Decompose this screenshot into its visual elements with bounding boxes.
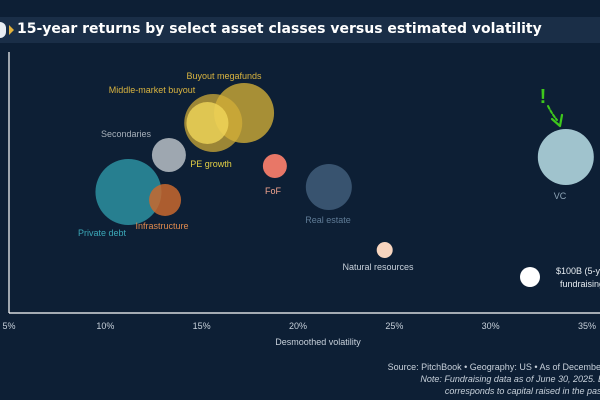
legend-bubble (520, 267, 540, 287)
annotation-dashed-line (547, 105, 558, 121)
footnote-line-1: Note: Fundraising data as of June 30, 20… (420, 374, 600, 384)
label-buyout-megafunds: Buyout megafunds (186, 71, 262, 81)
x-tick-label: 25% (385, 321, 403, 331)
x-tick-label: 30% (482, 321, 500, 331)
legend-label-line2: fundraising (560, 279, 600, 289)
bubble-fof (262, 154, 287, 178)
source-note: Source: PitchBook • Geography: US • As o… (387, 362, 600, 372)
annotation-exclamation: ! (540, 86, 547, 108)
x-tick-label: 35% (578, 321, 596, 331)
label-natural-resources: Natural resources (342, 262, 414, 272)
bubble-vc (537, 129, 594, 185)
footnote-line-2: corresponds to capital raised in the pas… (444, 386, 600, 396)
label-fof: FoF (265, 186, 282, 196)
label-infrastructure: Infrastructure (135, 221, 188, 231)
label-secondaries: Secondaries (101, 129, 152, 139)
legend-label-line1: $100B (5-ye (556, 266, 600, 276)
label-real-estate: Real estate (305, 215, 351, 225)
header-arrow-icon (9, 25, 14, 35)
bubble-secondaries (151, 138, 186, 172)
header-bar: 15-year returns by select asset classes … (0, 17, 600, 43)
header-marker (0, 22, 6, 38)
bubble-private-debt (95, 159, 162, 225)
annotation-arrow-head (550, 113, 564, 128)
bubble-infrastructure (149, 184, 182, 216)
x-axis-label: Desmoothed volatility (275, 337, 361, 347)
label-vc: VC (554, 191, 567, 201)
x-tick-label: 5% (2, 321, 15, 331)
bubble-real-estate (305, 164, 352, 210)
bubble-natural-resources (376, 242, 393, 258)
label-middle-market-buyout: Middle-market buyout (109, 85, 196, 95)
bubble-pe-growth (186, 102, 229, 144)
x-tick-label: 15% (193, 321, 211, 331)
label-pe-growth: PE growth (190, 159, 232, 169)
chart-title: 15-year returns by select asset classes … (17, 21, 542, 37)
label-private-debt: Private debt (78, 228, 127, 238)
x-tick-label: 10% (96, 321, 114, 331)
x-tick-label: 20% (289, 321, 307, 331)
